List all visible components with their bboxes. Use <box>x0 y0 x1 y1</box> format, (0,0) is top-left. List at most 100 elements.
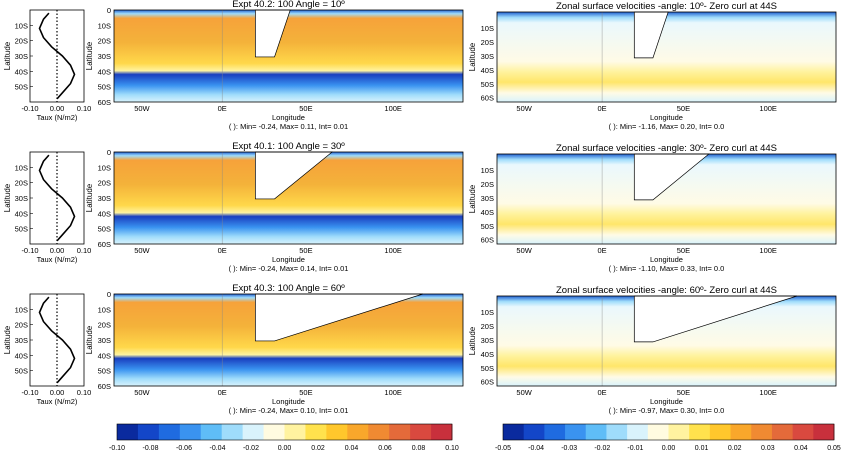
right-map-ytick-label: 30S <box>481 52 494 61</box>
colorbar-swatch <box>585 424 607 440</box>
right-map-stats: ( ): Min= -0.97, Max= 0.30, Int= 0.0 <box>609 406 725 415</box>
right-map-xtick-label: 50W <box>516 246 532 255</box>
colorbar-swatch <box>284 424 306 440</box>
colorbar-swatch <box>751 424 773 440</box>
right-map-ytick-label: 10S <box>481 308 494 317</box>
colorbar-swatch <box>792 424 814 440</box>
colorbar-tick-label: 0.05 <box>827 445 841 452</box>
colorbar-swatch <box>305 424 327 440</box>
taux-ytick-label: 10S <box>15 21 28 30</box>
right-map-xtick-label: 50E <box>677 104 690 113</box>
taux-ytick-label: 10S <box>15 163 28 172</box>
left-map-ylabel: Latitude <box>85 325 94 354</box>
colorbar-tick-label: 0.01 <box>695 445 709 452</box>
colorbar-swatch <box>709 424 731 440</box>
taux-xtick-label: -0.10 <box>21 104 38 113</box>
taux-ytick-label: 30S <box>15 194 28 203</box>
colorbar-tick-label: -0.06 <box>176 445 192 452</box>
taux-xtick-label: 0.00 <box>50 388 65 397</box>
left-map-field <box>114 10 463 102</box>
right-map-ytick-label: 50S <box>481 80 494 89</box>
colorbar-swatch <box>158 424 181 440</box>
left-map-frame <box>113 293 464 387</box>
taux-ytick-label: 50S <box>15 225 28 234</box>
taux-ytick-label: 20S <box>15 321 28 330</box>
left-map-ytick-label: 40S <box>98 351 111 360</box>
colorbar-swatch <box>347 424 369 440</box>
taux-ytick-label: 30S <box>15 52 28 61</box>
right-map-ytick-label: 30S <box>481 194 494 203</box>
colorbar-tick-label: 0.00 <box>278 445 292 452</box>
taux-xtick-label: -0.10 <box>21 388 38 397</box>
left-map-ytick-label: 50S <box>98 225 111 234</box>
left-map-title: Expt 40.2: 100 Angle = 10º <box>232 0 345 10</box>
left-map-title: Expt 40.3: 100 Angle = 60º <box>232 283 345 294</box>
left-map-ytick-label: 0 <box>107 6 111 15</box>
right-map-ytick-label: 10S <box>481 24 494 33</box>
colorbar-swatch <box>263 424 285 440</box>
colorbar-swatch <box>410 424 432 440</box>
taux-xlabel: Taux (N/m2) <box>37 255 78 264</box>
colorbar-tick-label: 0.02 <box>311 445 325 452</box>
colorbar-swatch <box>730 424 752 440</box>
colorbar-swatch <box>565 424 587 440</box>
taux-curve <box>38 12 76 100</box>
colorbar-tick-label: -0.01 <box>627 445 643 452</box>
right-map-frame <box>496 153 837 245</box>
colorbar-swatch <box>627 424 649 440</box>
colorbar-tick-label: -0.10 <box>109 445 125 452</box>
right-map-stats: ( ): Min= -1.16, Max= 0.20, Int= 0.0 <box>609 122 725 131</box>
colorbar-swatch <box>523 424 545 440</box>
left-map-xtick-label: 50E <box>299 388 312 397</box>
taux-ylabel: Latitude <box>3 41 12 70</box>
right-map-xtick-label: 50E <box>677 246 690 255</box>
right-map-ytick-label: 40S <box>481 350 494 359</box>
right-map-panel: Zonal surface velocities -angle: 60º- Ze… <box>468 285 837 415</box>
left-map-xtick-label: 100E <box>384 388 402 397</box>
right-map-stats: ( ): Min= -1.10, Max= 0.33, Int= 0.0 <box>609 264 725 273</box>
colorbar-swatch <box>137 424 160 440</box>
left-map-xtick-label: 50W <box>134 104 150 113</box>
taux-xlabel: Taux (N/m2) <box>37 113 78 122</box>
right-map-xtick-label: 50W <box>516 104 532 113</box>
colorbar-swatch <box>431 424 453 440</box>
taux-ytick-label: 40S <box>15 351 28 360</box>
colorbar-tick-label: -0.04 <box>528 445 544 452</box>
left-map-xtick-label: 0E <box>218 104 227 113</box>
right-map-ytick-label: 60S <box>481 236 494 245</box>
right-map-ytick-label: 60S <box>481 378 494 387</box>
left-map-panel: Expt 40.1: 100 Angle = 30º 0 10S 20S 30S 40S 5… <box>85 141 464 273</box>
left-colorbar: -0.10 -0.08 -0.06 -0.04 -0.02 0.00 0.02 0.04 0.0… <box>109 423 459 452</box>
taux-xtick-label: 0.00 <box>50 246 65 255</box>
taux-xtick-label: 0.10 <box>77 104 92 113</box>
colorbar-swatch <box>117 424 139 440</box>
colorbar-frame <box>502 423 835 441</box>
right-map-field <box>497 12 836 102</box>
colorbar-tick-label: -0.03 <box>561 445 577 452</box>
taux-ytick-label: 20S <box>15 37 28 46</box>
left-map-ytick-label: 30S <box>98 336 111 345</box>
colorbar-tick-label: 0.00 <box>662 445 676 452</box>
right-map-ytick-label: 40S <box>481 66 494 75</box>
right-map-ytick-label: 10S <box>481 166 494 175</box>
left-map-xtick-label: 50W <box>134 388 150 397</box>
left-map-ylabel: Latitude <box>85 41 94 70</box>
taux-ytick-label: 50S <box>15 367 28 376</box>
left-map-xtick-label: 0E <box>218 388 227 397</box>
left-map-xlabel: Longitude <box>272 113 305 122</box>
left-map-ytick-label: 30S <box>98 194 111 203</box>
left-map-ytick-label: 20S <box>98 37 111 46</box>
taux-xtick-label: -0.10 <box>21 246 38 255</box>
colorbar-swatch <box>689 424 711 440</box>
left-map-xtick-label: 50E <box>299 104 312 113</box>
right-map-ytick-label: 50S <box>481 222 494 231</box>
colorbar-tick-label: 0.04 <box>794 445 808 452</box>
colorbar-swatch <box>771 424 794 440</box>
taux-xtick-label: 0.10 <box>77 246 92 255</box>
right-map-frame <box>496 295 837 387</box>
colorbar-tick-label: 0.10 <box>445 445 459 452</box>
left-map-frame <box>113 9 464 103</box>
right-map-panel: Zonal surface velocities -angle: 10º- Ze… <box>468 1 837 131</box>
